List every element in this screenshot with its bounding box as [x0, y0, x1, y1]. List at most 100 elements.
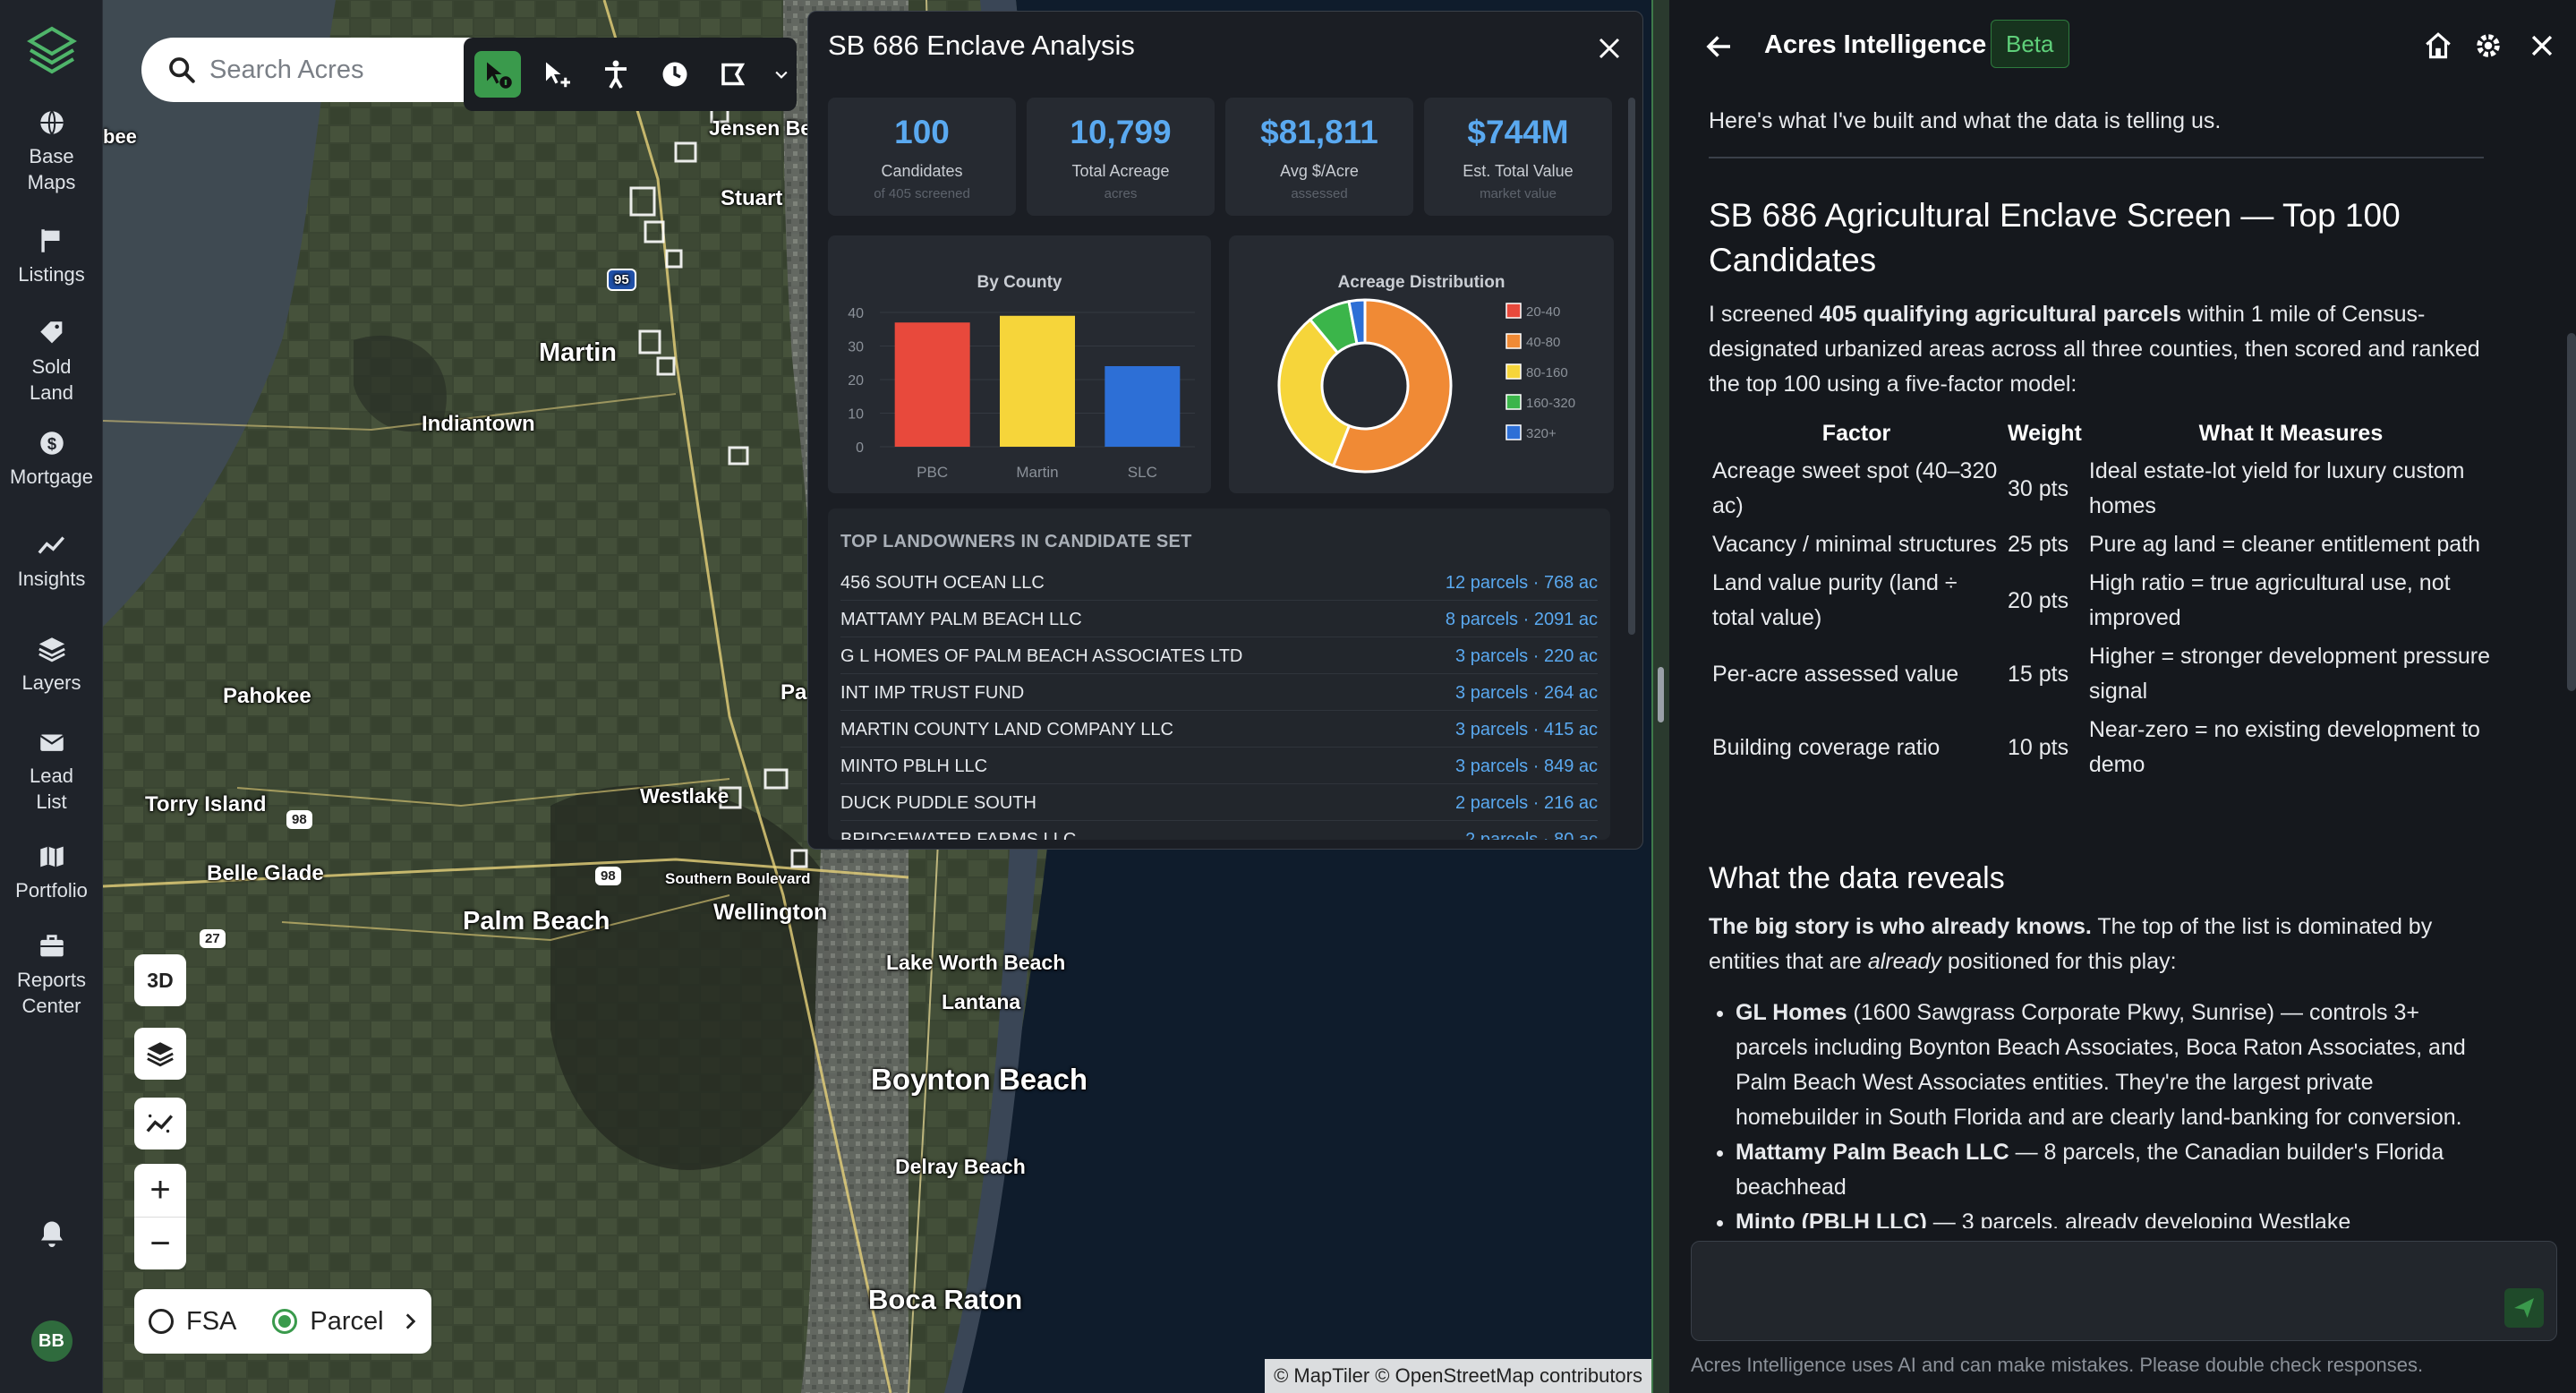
home-icon[interactable] — [2423, 30, 2453, 61]
landowner-row[interactable]: MARTIN COUNTY LAND COMPANY LLC 3 parcels… — [840, 711, 1598, 748]
chat-subheading: What the data reveals — [1709, 861, 2005, 895]
map-place-label: Belle Glade — [207, 861, 324, 885]
landowner-parcels[interactable]: 12 parcels · 768 ac — [1445, 573, 1598, 593]
bar[interactable] — [1105, 366, 1181, 447]
history-tool-button[interactable] — [652, 51, 698, 98]
back-arrow-icon[interactable] — [1703, 30, 1736, 63]
donut-slice[interactable] — [1347, 298, 1367, 346]
chevron-down-icon — [775, 71, 788, 79]
table-header: Weight — [2008, 421, 2082, 446]
person-icon — [605, 60, 627, 89]
stat-value: 10,799 — [1070, 114, 1172, 150]
stat-sublabel: acres — [1104, 186, 1138, 201]
landowner-row[interactable]: MINTO PBLH LLC 3 parcels · 849 ac — [840, 748, 1598, 784]
panel-scrollbar[interactable] — [1628, 98, 1635, 635]
left-nav: Base Maps Listings Sold Land $ Mortgage Insight… — [0, 0, 103, 1393]
landowner-row[interactable]: BRIDGEWATER FARMS LLC 2 parcels · 80 ac — [840, 821, 1598, 840]
legend-label: 80-160 — [1526, 365, 1568, 380]
user-avatar-button[interactable]: BB — [0, 1320, 103, 1362]
landowner-parcels[interactable]: 3 parcels · 849 ac — [1455, 756, 1598, 776]
acres-intelligence-panel: Acres Intelligence Beta Here's what I've… — [1669, 0, 2576, 1393]
bar[interactable] — [1000, 315, 1075, 447]
resize-grip[interactable] — [1658, 667, 1664, 722]
sidebar-item-layers[interactable]: Layers — [0, 634, 103, 696]
landowner-row[interactable]: G L HOMES OF PALM BEACH ASSOCIATES LTD 3… — [840, 637, 1598, 674]
sidebar-item-sold-land[interactable]: Sold Land — [0, 318, 103, 406]
cursor-info-icon — [487, 62, 512, 89]
sidebar-item-insights[interactable]: Insights — [0, 530, 103, 592]
gear-icon[interactable] — [2473, 30, 2503, 61]
chevron-right-icon[interactable] — [398, 1310, 422, 1333]
bar-chart-title: By County — [977, 273, 1062, 292]
trend-icon — [146, 1114, 174, 1133]
landowner-row[interactable]: INT IMP TRUST FUND 3 parcels · 264 ac — [840, 674, 1598, 711]
donut-slice[interactable] — [1331, 298, 1453, 474]
table-cell: 20 pts — [2008, 587, 2069, 613]
sidebar-item-mortgage[interactable]: $ Mortgage — [0, 428, 103, 490]
sidebar-item-label: List — [36, 791, 67, 813]
sidebar-item-reports-center[interactable]: Reports Center — [0, 931, 103, 1019]
ai-disclaimer: Acres Intelligence uses AI and can make … — [1691, 1354, 2424, 1376]
landowner-name: DUCK PUDDLE SOUTH — [840, 793, 1036, 813]
parcel-layer-toggle: FSA Parcel — [134, 1289, 431, 1354]
map-attribution[interactable]: © MapTiler © OpenStreetMap contributors — [1265, 1359, 1651, 1393]
close-icon[interactable] — [2527, 30, 2557, 61]
findings-list: GL Homes (1600 Sawgrass Corporate Pkwy, … — [1736, 996, 2496, 1228]
landowner-parcels[interactable]: 2 parcels · 80 ac — [1465, 830, 1598, 840]
map-place-label: Pahokee — [223, 684, 311, 708]
close-icon[interactable] — [1596, 35, 1623, 62]
toolbar-more-dropdown[interactable] — [770, 51, 793, 98]
top-landowners-list: TOP LANDOWNERS IN CANDIDATE SET 456 SOUT… — [828, 508, 1610, 840]
landowner-row[interactable]: DUCK PUDDLE SOUTH 2 parcels · 216 ac — [840, 784, 1598, 821]
sidebar-item-portfolio[interactable]: Portfolio — [0, 842, 103, 903]
zoom-out-button[interactable]: − — [134, 1217, 186, 1269]
stat-value: $81,811 — [1260, 114, 1378, 150]
map-place-label: Delray Beach — [895, 1155, 1026, 1178]
parcel-radio[interactable] — [272, 1309, 298, 1334]
chat-paragraph: I screened 405 qualifying agricultural p… — [1709, 297, 2496, 402]
insights-overlay-button[interactable] — [134, 1098, 186, 1149]
bar[interactable] — [894, 322, 970, 447]
legend-swatch — [1506, 303, 1522, 319]
notifications-button[interactable] — [0, 1218, 103, 1250]
accessibility-tool-button[interactable] — [593, 51, 639, 98]
globe-icon — [39, 110, 64, 135]
select-add-tool-button[interactable] — [533, 51, 580, 98]
landowner-row[interactable]: MATTAMY PALM BEACH LLC 8 parcels · 2091 … — [840, 601, 1598, 637]
map-place-label: Pa — [780, 680, 807, 705]
zoom-in-button[interactable]: + — [149, 1170, 171, 1209]
draw-shape-tool-button[interactable] — [711, 51, 757, 98]
highway-shield: 27 — [200, 929, 226, 948]
send-button[interactable] — [2504, 1288, 2544, 1328]
landowner-parcels[interactable]: 8 parcels · 2091 ac — [1445, 610, 1598, 629]
table-cell: Pure ag land = cleaner entitlement path — [2088, 532, 2480, 557]
map-place-label: Jensen Be — [709, 116, 813, 140]
donut-slice[interactable] — [1277, 317, 1352, 468]
fsa-radio[interactable] — [149, 1309, 174, 1334]
zoom-control: + − — [134, 1164, 186, 1269]
landowner-parcels[interactable]: 3 parcels · 264 ac — [1455, 683, 1598, 703]
landowner-parcels[interactable]: 3 parcels · 220 ac — [1455, 646, 1598, 666]
sidebar-item-listings[interactable]: Listings — [0, 226, 103, 287]
text-run: positioned for this play: — [1941, 949, 2177, 974]
landowner-parcels[interactable]: 3 parcels · 415 ac — [1455, 720, 1598, 739]
landowner-row[interactable]: 456 SOUTH OCEAN LLC 12 parcels · 768 ac — [840, 564, 1598, 601]
table-cell: Land value purity (land ÷ total value) — [1712, 570, 1958, 630]
sidebar-item-base-maps[interactable]: Base Maps — [0, 107, 103, 195]
acres-logo-icon[interactable] — [25, 25, 79, 79]
chat-scrollbar[interactable] — [2567, 333, 2576, 691]
search-input[interactable]: Search Acres — [141, 38, 482, 102]
3d-toggle-button[interactable]: 3D — [134, 954, 186, 1006]
sidebar-item-label: Reports — [16, 969, 87, 991]
table-cell: Near-zero = no existing development to d… — [2088, 717, 2480, 777]
sidebar-item-lead-list[interactable]: Lead List — [0, 727, 103, 815]
highway-shield: 95 — [607, 269, 636, 291]
text-run-bold: 405 qualifying agricultural parcels — [1819, 302, 2181, 327]
landowner-parcels[interactable]: 2 parcels · 216 ac — [1455, 793, 1598, 813]
map-layers-button[interactable] — [134, 1028, 186, 1080]
chat-input[interactable] — [1691, 1241, 2557, 1341]
panel-resize-handle[interactable] — [1651, 0, 1669, 1393]
table-cell: Building coverage ratio — [1712, 734, 1941, 760]
stat-card: 10,799 Total Acreage acres — [1027, 98, 1215, 216]
select-info-tool-button[interactable] — [474, 51, 521, 98]
